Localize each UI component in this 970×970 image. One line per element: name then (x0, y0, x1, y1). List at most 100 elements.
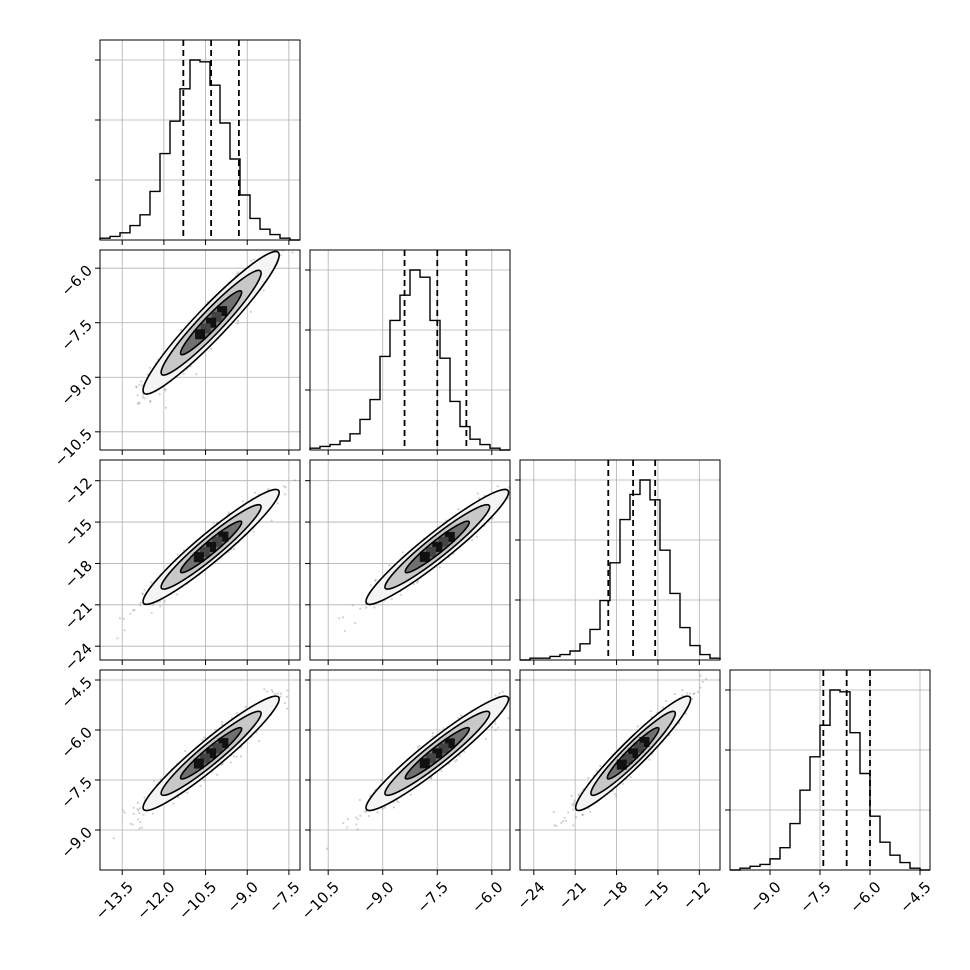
scatter-point (381, 807, 384, 810)
contour-line (384, 710, 491, 797)
scatter-point (471, 539, 474, 542)
scatter-point (293, 479, 296, 482)
scatter-point (136, 394, 139, 397)
contour-line (404, 726, 471, 780)
scatter-point (507, 717, 510, 720)
scatter-point (132, 609, 135, 612)
scatter-point (555, 824, 558, 828)
scatter-point (665, 699, 668, 703)
scatter-point (285, 695, 289, 698)
scatter-point (140, 826, 143, 829)
density-block (195, 329, 206, 340)
scatter-point (148, 366, 151, 369)
density-block (212, 743, 223, 754)
scatter-point (164, 406, 167, 409)
scatter-point (567, 811, 570, 814)
scatter-point (380, 779, 383, 782)
scatter-point (280, 692, 283, 695)
scatter-point (514, 703, 516, 705)
scatter-point (397, 801, 400, 804)
scatter-point (373, 606, 376, 609)
scatter-point (384, 806, 387, 809)
scatter-point (267, 488, 270, 491)
scatter-point (239, 755, 243, 758)
scatter-point (235, 712, 239, 715)
scatter-point (284, 486, 287, 489)
scatter-point (237, 271, 240, 274)
scatter-point (529, 474, 531, 476)
density-block (200, 323, 211, 334)
scatter-point (142, 813, 145, 816)
scatter-point (135, 385, 138, 388)
contour-line (179, 289, 243, 356)
scatter-point (263, 688, 266, 691)
scatter-point (359, 814, 362, 818)
panel-frame (729, 669, 931, 871)
contour-line (404, 520, 471, 574)
histogram-panel-0 (95, 39, 301, 245)
density-core (195, 306, 228, 340)
scatter-point (417, 745, 420, 748)
scatter-point (221, 762, 224, 766)
scatter-point (475, 535, 478, 539)
scatter-point (270, 519, 273, 522)
scatter-point (186, 791, 189, 794)
scatter-point (431, 732, 435, 735)
histogram-steps (309, 269, 510, 451)
scatter-point (511, 486, 513, 488)
scatter-point (276, 502, 279, 505)
scatter-point (291, 251, 294, 254)
density-block (206, 748, 217, 759)
scatter-point (498, 692, 501, 695)
scatter-point (232, 755, 236, 758)
density-block (438, 743, 449, 754)
scatter-point (203, 736, 206, 739)
scatter-point (374, 579, 377, 582)
scatter-point (369, 584, 373, 587)
scatter-point (216, 773, 219, 776)
density-core (419, 738, 455, 769)
scatter-point (343, 629, 346, 633)
scatter-point (163, 600, 166, 603)
scatter-point (212, 521, 215, 524)
scatter-point (338, 617, 341, 620)
scatter-point (143, 397, 146, 400)
scatter-point (589, 810, 592, 813)
scatter-point (457, 508, 460, 511)
scatter-point (270, 247, 272, 249)
scatter-panel-3-2 (515, 669, 721, 875)
scatter-point (409, 793, 412, 796)
scatter-point (355, 823, 358, 826)
panel-content (338, 474, 531, 633)
scatter-point (176, 553, 179, 556)
scatter-point (282, 485, 285, 488)
scatter-panel-2-1 (305, 459, 531, 665)
scatter-point (521, 476, 523, 478)
scatter-point (511, 480, 513, 482)
density-block (438, 536, 449, 547)
density-block (212, 536, 223, 547)
scatter-point (374, 578, 377, 581)
scatter-point (252, 258, 255, 261)
density-block (426, 546, 437, 557)
scatter-point (376, 811, 379, 814)
scatter-point (210, 347, 213, 350)
panel-frame (99, 249, 301, 451)
scatter-point (258, 241, 260, 243)
scatter-point (158, 393, 161, 396)
scatter-point (678, 722, 681, 725)
scatter-point (141, 593, 144, 596)
contour-line (179, 726, 243, 780)
scatter-point (252, 530, 255, 533)
scatter-point (129, 822, 132, 826)
scatter-point (229, 761, 232, 764)
contour-line (365, 488, 510, 606)
panel-content (112, 688, 289, 840)
scatter-point (418, 744, 421, 748)
scatter-point (179, 328, 182, 331)
density-block (218, 531, 229, 542)
scatter-point (131, 823, 134, 826)
density-block (199, 753, 210, 764)
contour-line (142, 695, 280, 812)
